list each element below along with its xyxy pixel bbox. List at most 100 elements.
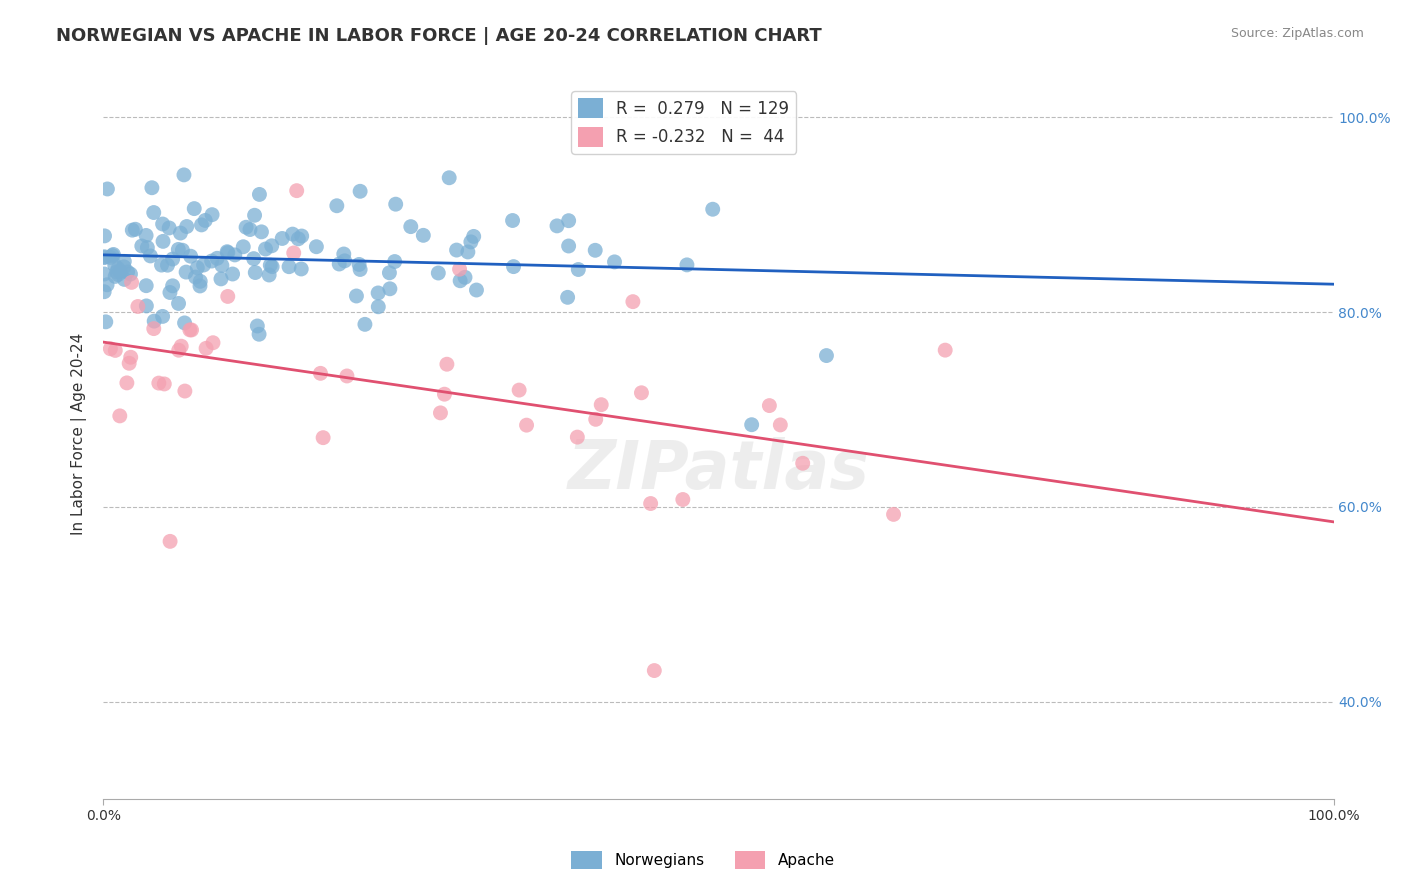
Norwegians (180, 249, 202, 263)
Apache (180, 323, 202, 337)
Norwegians (135, 299, 157, 313)
Apache (792, 456, 814, 470)
Norwegians (676, 258, 699, 272)
Norwegians (107, 261, 129, 276)
Norwegians (412, 228, 434, 243)
Norwegians (205, 252, 228, 266)
Norwegians (333, 253, 356, 268)
Norwegians (174, 265, 197, 279)
Apache (883, 508, 905, 522)
Norwegians (112, 260, 135, 274)
Apache (108, 409, 131, 423)
Norwegians (384, 197, 406, 211)
Norwegians (557, 239, 579, 253)
Norwegians (94, 315, 117, 329)
Norwegians (235, 220, 257, 235)
Norwegians (124, 222, 146, 236)
Apache (934, 343, 956, 358)
Norwegians (104, 269, 127, 284)
Norwegians (156, 258, 179, 272)
Norwegians (367, 300, 389, 314)
Apache (585, 412, 607, 426)
Norwegians (173, 316, 195, 330)
Norwegians (557, 213, 579, 227)
Apache (630, 385, 652, 400)
Norwegians (101, 249, 124, 263)
Norwegians (194, 213, 217, 227)
Norwegians (250, 225, 273, 239)
Apache (148, 376, 170, 390)
Norwegians (120, 267, 142, 281)
Norwegians (546, 219, 568, 233)
Apache (121, 276, 143, 290)
Norwegians (141, 180, 163, 194)
Norwegians (502, 260, 524, 274)
Apache (142, 321, 165, 335)
Norwegians (465, 283, 488, 297)
Norwegians (143, 314, 166, 328)
Apache (429, 406, 451, 420)
Norwegians (157, 221, 180, 235)
Norwegians (224, 248, 246, 262)
Norwegians (246, 318, 269, 333)
Apache (436, 357, 458, 371)
Norwegians (152, 310, 174, 324)
Apache (672, 492, 695, 507)
Norwegians (93, 250, 115, 264)
Norwegians (217, 245, 239, 260)
Apache (167, 343, 190, 358)
Norwegians (271, 231, 294, 245)
Norwegians (193, 258, 215, 272)
Norwegians (142, 205, 165, 219)
Apache (120, 351, 142, 365)
Norwegians (184, 270, 207, 285)
Apache (104, 343, 127, 358)
Norwegians (139, 249, 162, 263)
Apache (283, 246, 305, 260)
Norwegians (815, 349, 838, 363)
Norwegians (93, 267, 115, 281)
Norwegians (167, 243, 190, 257)
Norwegians (281, 227, 304, 241)
Norwegians (367, 285, 389, 300)
Norwegians (333, 247, 356, 261)
Norwegians (702, 202, 724, 217)
Apache (567, 430, 589, 444)
Norwegians (209, 272, 232, 286)
Norwegians (162, 252, 184, 266)
Norwegians (326, 199, 349, 213)
Norwegians (454, 270, 477, 285)
Norwegians (190, 218, 212, 232)
Norwegians (131, 239, 153, 253)
Norwegians (287, 232, 309, 246)
Text: Source: ZipAtlas.com: Source: ZipAtlas.com (1230, 27, 1364, 40)
Apache (179, 323, 201, 337)
Norwegians (107, 268, 129, 282)
Norwegians (245, 266, 267, 280)
Norwegians (150, 258, 173, 272)
Norwegians (262, 260, 284, 274)
Apache (769, 417, 792, 432)
Norwegians (259, 258, 281, 272)
Norwegians (242, 252, 264, 266)
Apache (433, 387, 456, 401)
Apache (127, 300, 149, 314)
Norwegians (183, 202, 205, 216)
Norwegians (169, 226, 191, 240)
Text: NORWEGIAN VS APACHE IN LABOR FORCE | AGE 20-24 CORRELATION CHART: NORWEGIAN VS APACHE IN LABOR FORCE | AGE… (56, 27, 823, 45)
Apache (217, 289, 239, 303)
Norwegians (108, 264, 131, 278)
Apache (643, 664, 665, 678)
Norwegians (217, 244, 239, 259)
Norwegians (188, 279, 211, 293)
Norwegians (186, 260, 208, 275)
Apache (312, 431, 335, 445)
Norwegians (557, 290, 579, 304)
Norwegians (583, 244, 606, 258)
Norwegians (201, 208, 224, 222)
Apache (285, 184, 308, 198)
Norwegians (291, 229, 314, 244)
Norwegians (112, 272, 135, 286)
Apache (449, 262, 471, 277)
Apache (640, 496, 662, 510)
